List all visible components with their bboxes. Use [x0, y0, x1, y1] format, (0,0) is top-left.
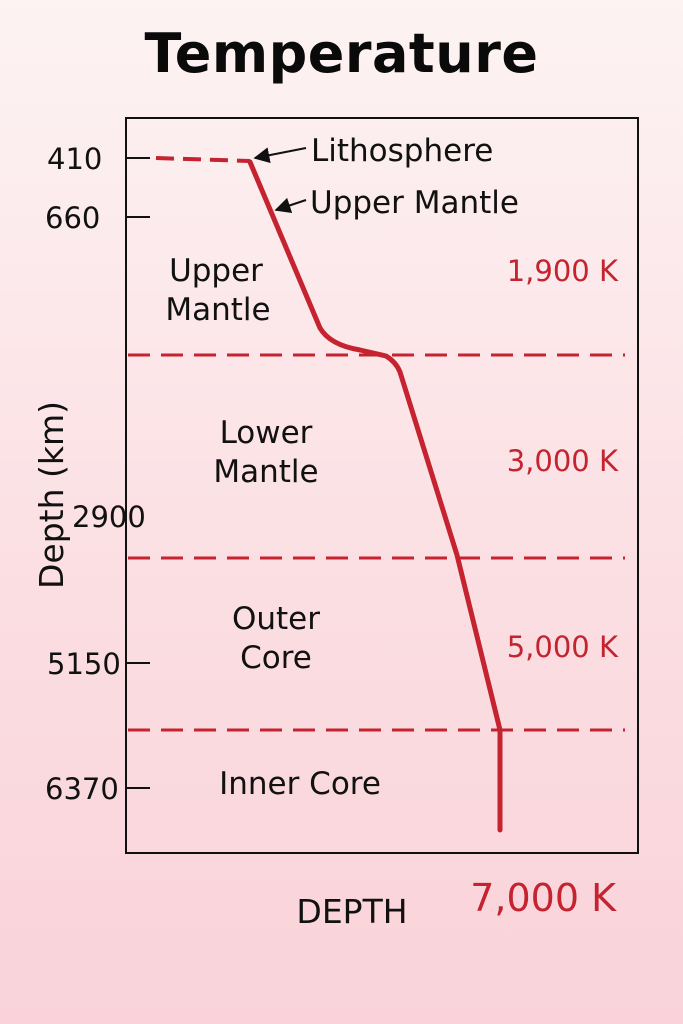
- temp-label-upper-mantle: 1,900 K: [507, 254, 619, 288]
- temp-label-outer-core: 5,000 K: [507, 630, 619, 664]
- layer-label-outer-core-line1: Outer: [232, 601, 320, 637]
- layer-label-lower-mantle-line1: Lower: [220, 415, 313, 451]
- layer-label-upper-mantle-line2: Mantle: [165, 292, 270, 328]
- lithosphere-arrow: [253, 147, 307, 164]
- y-axis-title: Depth (km): [32, 401, 71, 589]
- depth-tick-2900: 2900: [72, 500, 146, 534]
- layer-label-inner-core: Inner Core: [219, 766, 381, 802]
- upper-mantle-arrow: [274, 197, 307, 214]
- depth-tick-660: 660: [45, 201, 100, 235]
- lithosphere-dashed-segment: [155, 156, 251, 163]
- depth-tick-6370: 6370: [45, 772, 119, 806]
- layer-label-lower-mantle-line2: Mantle: [213, 454, 318, 490]
- annotation-upper-mantle: Upper Mantle: [310, 185, 519, 221]
- depth-tick-410: 410: [47, 142, 102, 176]
- depth-tick-5150: 5150: [47, 647, 121, 681]
- annotation-lithosphere: Lithosphere: [311, 133, 493, 169]
- layer-label-upper-mantle-line1: Upper: [169, 253, 263, 289]
- temp-label-inner-core: 7,000 K: [470, 876, 617, 920]
- diagram-title: Temperature: [144, 22, 539, 85]
- plot-frame: [125, 117, 639, 854]
- x-axis-title: DEPTH: [296, 892, 407, 931]
- temperature-curve: [247, 159, 503, 833]
- layer-label-outer-core-line2: Core: [240, 640, 312, 676]
- temp-label-lower-mantle: 3,000 K: [507, 444, 619, 478]
